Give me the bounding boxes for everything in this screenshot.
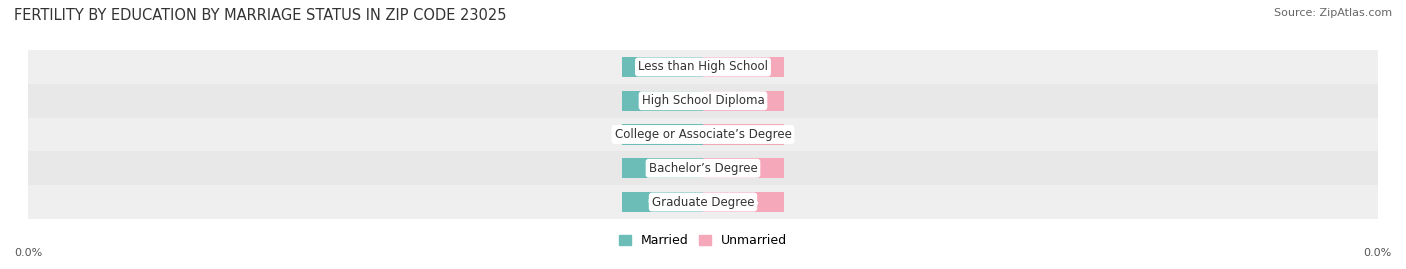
Text: High School Diploma: High School Diploma: [641, 94, 765, 107]
Bar: [621, 124, 703, 145]
Text: Bachelor’s Degree: Bachelor’s Degree: [648, 162, 758, 175]
Text: College or Associate’s Degree: College or Associate’s Degree: [614, 128, 792, 141]
Text: 0.0%: 0.0%: [728, 129, 759, 140]
Legend: Married, Unmarried: Married, Unmarried: [613, 229, 793, 252]
Text: 0.0%: 0.0%: [728, 62, 759, 72]
Text: 0.0%: 0.0%: [647, 197, 678, 207]
Text: 0.0%: 0.0%: [1364, 248, 1392, 258]
Text: 0.0%: 0.0%: [728, 96, 759, 106]
Text: 0.0%: 0.0%: [647, 96, 678, 106]
Bar: [621, 91, 703, 111]
Bar: [703, 91, 785, 111]
Text: FERTILITY BY EDUCATION BY MARRIAGE STATUS IN ZIP CODE 23025: FERTILITY BY EDUCATION BY MARRIAGE STATU…: [14, 8, 506, 23]
Bar: [621, 192, 703, 212]
Bar: [28, 50, 1378, 84]
Text: Less than High School: Less than High School: [638, 61, 768, 73]
Bar: [703, 192, 785, 212]
Text: 0.0%: 0.0%: [728, 163, 759, 173]
Text: 0.0%: 0.0%: [14, 248, 42, 258]
Bar: [28, 185, 1378, 219]
Text: 0.0%: 0.0%: [728, 197, 759, 207]
Bar: [28, 118, 1378, 151]
Text: Graduate Degree: Graduate Degree: [652, 196, 754, 208]
Text: Source: ZipAtlas.com: Source: ZipAtlas.com: [1274, 8, 1392, 18]
Text: 0.0%: 0.0%: [647, 129, 678, 140]
Bar: [703, 57, 785, 77]
Text: 0.0%: 0.0%: [647, 163, 678, 173]
Bar: [28, 151, 1378, 185]
Bar: [28, 84, 1378, 118]
Text: 0.0%: 0.0%: [647, 62, 678, 72]
Bar: [621, 158, 703, 178]
Bar: [703, 158, 785, 178]
Bar: [703, 124, 785, 145]
Bar: [621, 57, 703, 77]
